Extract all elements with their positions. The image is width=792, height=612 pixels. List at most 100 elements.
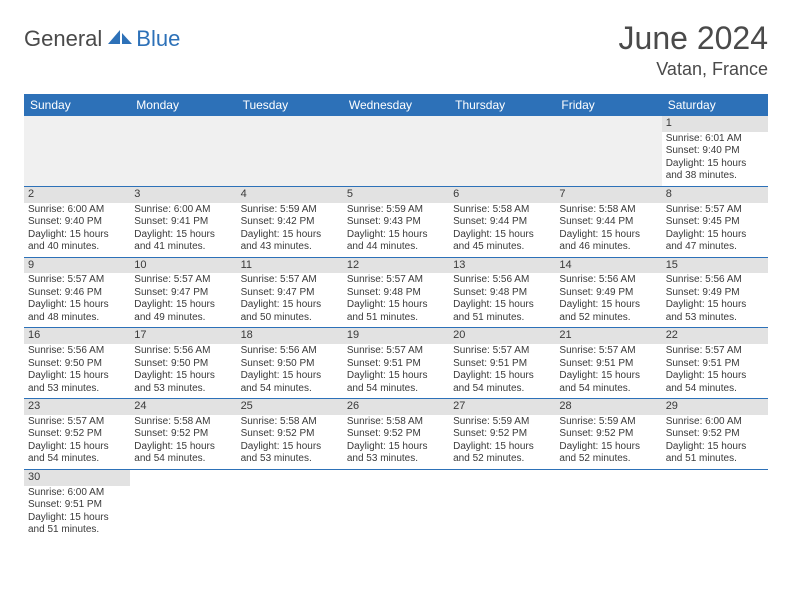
sunrise-text: Sunrise: 5:58 AM <box>134 416 232 429</box>
day-number-row: 9101112131415 <box>24 257 768 273</box>
day-number: 20 <box>453 329 551 343</box>
daylight-text: Daylight: 15 hours and 49 minutes. <box>134 299 232 324</box>
day-cell: Sunrise: 5:56 AMSunset: 9:49 PMDaylight:… <box>555 273 661 328</box>
daylight-text: Daylight: 15 hours and 43 minutes. <box>241 229 339 254</box>
sunrise-text: Sunrise: 6:01 AM <box>666 133 764 146</box>
daylight-text: Daylight: 15 hours and 48 minutes. <box>28 299 126 324</box>
week-row: Sunrise: 5:56 AMSunset: 9:50 PMDaylight:… <box>24 344 768 399</box>
daylight-text: Daylight: 15 hours and 52 minutes. <box>559 441 657 466</box>
sunrise-text: Sunrise: 5:57 AM <box>28 416 126 429</box>
sunrise-text: Sunrise: 5:57 AM <box>559 345 657 358</box>
daylight-text: Daylight: 15 hours and 54 minutes. <box>28 441 126 466</box>
sunset-text: Sunset: 9:52 PM <box>347 428 445 441</box>
day-number: 6 <box>453 188 551 202</box>
calendar-table: Sunday Monday Tuesday Wednesday Thursday… <box>24 94 768 540</box>
daylight-text: Daylight: 15 hours and 51 minutes. <box>453 299 551 324</box>
empty-cell <box>449 469 555 485</box>
empty-cell <box>343 132 449 187</box>
day-cell: Sunrise: 5:59 AMSunset: 9:43 PMDaylight:… <box>343 203 449 258</box>
daylight-text: Daylight: 15 hours and 41 minutes. <box>134 229 232 254</box>
day-number: 26 <box>347 400 445 414</box>
day-number-cell: 17 <box>130 328 236 344</box>
empty-cell <box>555 486 661 540</box>
day-cell: Sunrise: 5:58 AMSunset: 9:52 PMDaylight:… <box>237 415 343 470</box>
day-number-cell: 9 <box>24 257 130 273</box>
day-cell: Sunrise: 5:56 AMSunset: 9:49 PMDaylight:… <box>662 273 768 328</box>
empty-cell <box>343 116 449 132</box>
day-number: 19 <box>347 329 445 343</box>
sunrise-text: Sunrise: 5:59 AM <box>559 416 657 429</box>
empty-cell <box>237 469 343 485</box>
day-number-row: 2345678 <box>24 186 768 202</box>
day-number-cell: 24 <box>130 399 236 415</box>
sunset-text: Sunset: 9:52 PM <box>241 428 339 441</box>
daylight-text: Daylight: 15 hours and 52 minutes. <box>453 441 551 466</box>
sunrise-text: Sunrise: 5:57 AM <box>666 204 764 217</box>
day-number: 24 <box>134 400 232 414</box>
daylight-text: Daylight: 15 hours and 53 minutes. <box>666 299 764 324</box>
daylight-text: Daylight: 15 hours and 44 minutes. <box>347 229 445 254</box>
week-row: Sunrise: 5:57 AMSunset: 9:46 PMDaylight:… <box>24 273 768 328</box>
sunset-text: Sunset: 9:45 PM <box>666 216 764 229</box>
sunrise-text: Sunrise: 5:59 AM <box>453 416 551 429</box>
day-number: 16 <box>28 329 126 343</box>
day-number: 30 <box>28 471 126 485</box>
month-title: June 2024 <box>619 20 768 57</box>
daylight-text: Daylight: 15 hours and 51 minutes. <box>347 299 445 324</box>
sunset-text: Sunset: 9:51 PM <box>559 358 657 371</box>
day-cell: Sunrise: 5:58 AMSunset: 9:52 PMDaylight:… <box>343 415 449 470</box>
day-number: 5 <box>347 188 445 202</box>
empty-cell <box>130 486 236 540</box>
day-cell: Sunrise: 6:00 AMSunset: 9:40 PMDaylight:… <box>24 203 130 258</box>
sunset-text: Sunset: 9:51 PM <box>453 358 551 371</box>
sunrise-text: Sunrise: 6:00 AM <box>134 204 232 217</box>
day-number-cell: 30 <box>24 469 130 485</box>
empty-cell <box>449 132 555 187</box>
sunset-text: Sunset: 9:48 PM <box>347 287 445 300</box>
day-number-cell: 22 <box>662 328 768 344</box>
daylight-text: Daylight: 15 hours and 54 minutes. <box>241 370 339 395</box>
day-number: 21 <box>559 329 657 343</box>
empty-cell <box>449 116 555 132</box>
day-number: 10 <box>134 259 232 273</box>
day-number-cell: 12 <box>343 257 449 273</box>
daylight-text: Daylight: 15 hours and 51 minutes. <box>666 441 764 466</box>
day-header: Tuesday <box>237 94 343 116</box>
daylight-text: Daylight: 15 hours and 40 minutes. <box>28 229 126 254</box>
day-number: 22 <box>666 329 764 343</box>
week-row: Sunrise: 6:00 AMSunset: 9:51 PMDaylight:… <box>24 486 768 540</box>
sunset-text: Sunset: 9:44 PM <box>559 216 657 229</box>
day-number-cell: 28 <box>555 399 661 415</box>
logo-text-blue: Blue <box>136 26 180 52</box>
sunset-text: Sunset: 9:52 PM <box>666 428 764 441</box>
sunrise-text: Sunrise: 5:56 AM <box>559 274 657 287</box>
day-number-cell: 13 <box>449 257 555 273</box>
week-row: Sunrise: 6:01 AMSunset: 9:40 PMDaylight:… <box>24 132 768 187</box>
day-cell: Sunrise: 5:58 AMSunset: 9:44 PMDaylight:… <box>555 203 661 258</box>
day-number-cell: 23 <box>24 399 130 415</box>
day-number-cell: 20 <box>449 328 555 344</box>
day-cell: Sunrise: 5:57 AMSunset: 9:51 PMDaylight:… <box>555 344 661 399</box>
daylight-text: Daylight: 15 hours and 53 minutes. <box>347 441 445 466</box>
day-cell: Sunrise: 5:59 AMSunset: 9:52 PMDaylight:… <box>555 415 661 470</box>
day-number: 28 <box>559 400 657 414</box>
daylight-text: Daylight: 15 hours and 53 minutes. <box>134 370 232 395</box>
day-number-cell: 8 <box>662 186 768 202</box>
sunrise-text: Sunrise: 5:57 AM <box>347 274 445 287</box>
day-cell: Sunrise: 5:59 AMSunset: 9:52 PMDaylight:… <box>449 415 555 470</box>
day-number-row: 1 <box>24 116 768 132</box>
sunset-text: Sunset: 9:51 PM <box>347 358 445 371</box>
day-cell: Sunrise: 5:56 AMSunset: 9:48 PMDaylight:… <box>449 273 555 328</box>
day-header: Thursday <box>449 94 555 116</box>
daylight-text: Daylight: 15 hours and 54 minutes. <box>453 370 551 395</box>
day-cell: Sunrise: 6:00 AMSunset: 9:41 PMDaylight:… <box>130 203 236 258</box>
day-number-cell: 29 <box>662 399 768 415</box>
empty-cell <box>24 116 130 132</box>
sunrise-text: Sunrise: 5:57 AM <box>241 274 339 287</box>
sunset-text: Sunset: 9:52 PM <box>28 428 126 441</box>
daylight-text: Daylight: 15 hours and 54 minutes. <box>666 370 764 395</box>
day-number-cell: 7 <box>555 186 661 202</box>
sunrise-text: Sunrise: 5:56 AM <box>241 345 339 358</box>
daylight-text: Daylight: 15 hours and 46 minutes. <box>559 229 657 254</box>
day-number-cell: 4 <box>237 186 343 202</box>
